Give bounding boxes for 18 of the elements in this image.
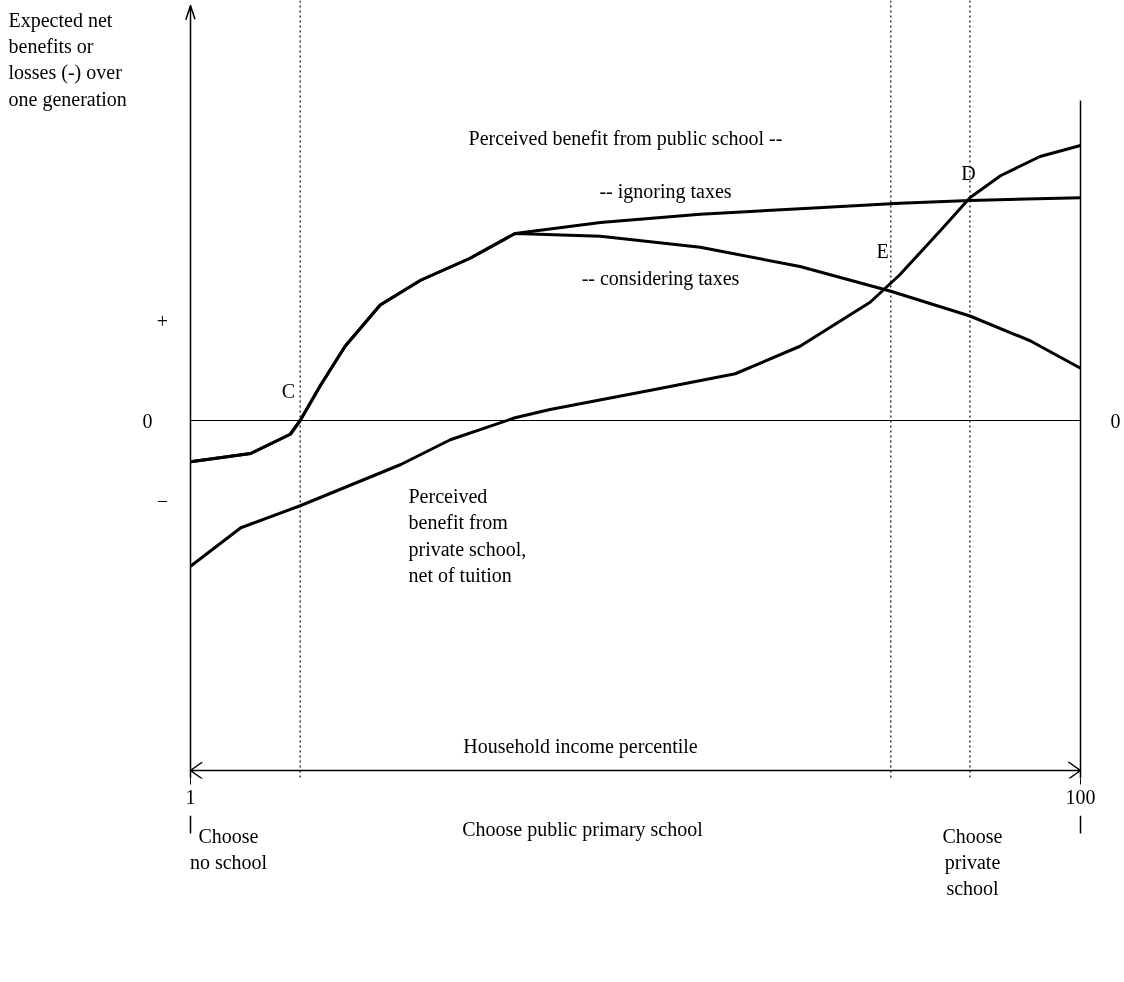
annotation: Perceived benefit from private school, net of tuition [408,484,527,587]
annotation: -- considering taxes [581,266,740,290]
annotation: D [961,161,976,184]
text: Choose no school [189,824,268,873]
text: 0 [1110,409,1121,432]
x-tick-label: 1 [185,785,196,808]
text: Choose public primary school [462,817,704,841]
x-axis-title: Household income percentile [463,734,698,758]
annotation: E [876,239,889,262]
y-axis-title: Expected net benefits or losses (-) over one generation [8,8,127,111]
annotation: Perceived benefit from public school -- [468,126,783,150]
text: Choose private school [942,824,1003,900]
text: − [156,489,169,512]
annotation: -- ignoring taxes [599,179,732,203]
text: 0 [142,409,153,432]
text: + [156,309,169,332]
x-tick-label: 100 [1065,785,1096,808]
annotation: C [281,379,296,402]
